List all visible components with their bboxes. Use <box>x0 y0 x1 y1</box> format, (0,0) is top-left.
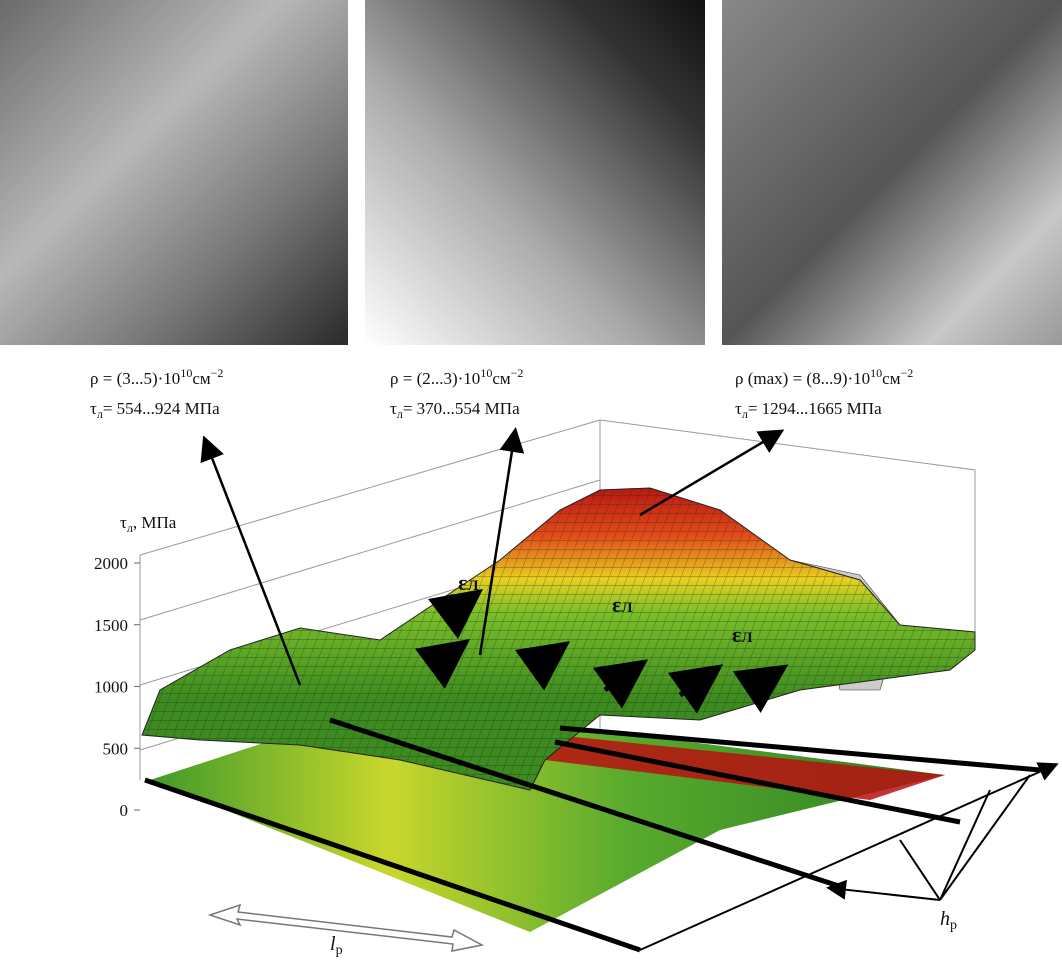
tick-label: 0 <box>120 801 129 820</box>
micrograph <box>365 0 705 345</box>
stress-label: τл= 554...924 МПа <box>90 399 220 421</box>
density-label: ρ = (2...3)·1010см−2 <box>390 366 523 388</box>
tick-label: 1000 <box>94 678 128 697</box>
tick-label: 1500 <box>94 616 128 635</box>
stress-label: τл= 1294...1665 МПа <box>735 399 882 421</box>
axis-label: τл, МПа <box>120 513 177 535</box>
micrograph <box>722 0 1062 345</box>
annotations: ρ = (3...5)·1010см−2 τл= 554...924 МПа ρ =… <box>90 366 913 421</box>
density-label: ρ (max) = (8...9)·1010см−2 <box>735 366 913 388</box>
length-label: lр <box>330 933 343 958</box>
density-label: ρ = (3...5)·1010см−2 <box>90 366 223 388</box>
micrographs <box>0 0 1062 345</box>
length-arrow <box>210 905 482 951</box>
depth-label: hр <box>940 908 957 933</box>
strain-label: εЛ <box>458 570 479 595</box>
figure: τл, МПа 0 500 1000 1500 2000 ρ = (3...5)·101… <box>0 0 1062 959</box>
ticks: 0 500 1000 1500 2000 <box>94 554 140 820</box>
page: τл, МПа 0 500 1000 1500 2000 ρ = (3...5)·101… <box>0 0 1062 959</box>
tick-label: 2000 <box>94 554 128 573</box>
micrograph <box>0 0 348 345</box>
tick-label: 500 <box>103 739 129 758</box>
stress-label: τл= 370...554 МПа <box>390 399 520 421</box>
